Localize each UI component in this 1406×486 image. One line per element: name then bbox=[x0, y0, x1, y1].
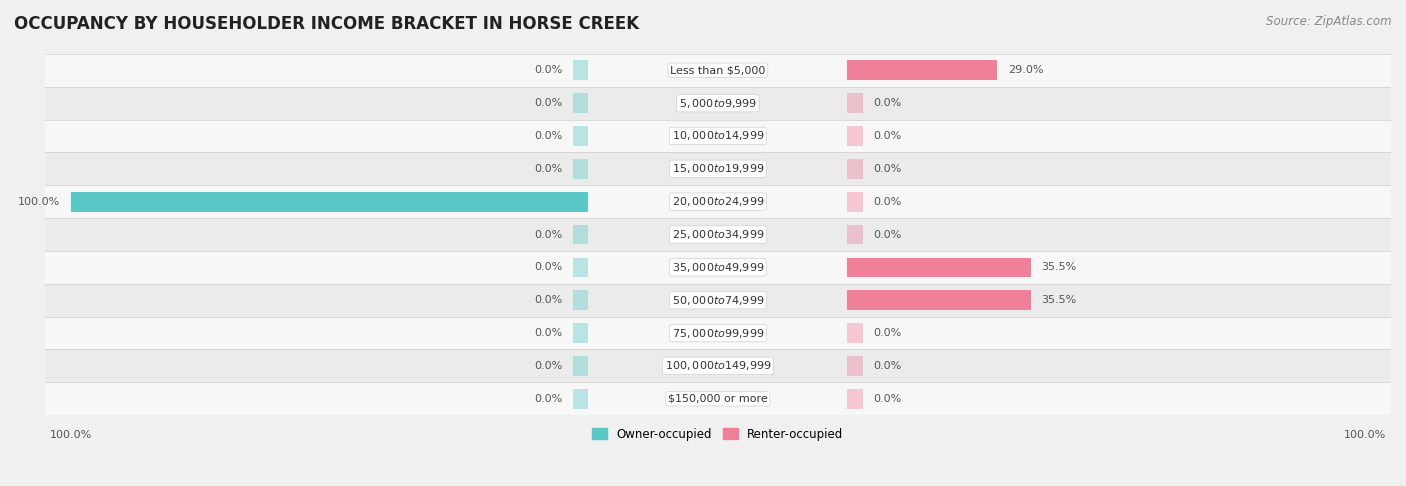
Text: $5,000 to $9,999: $5,000 to $9,999 bbox=[679, 97, 756, 110]
Text: 0.0%: 0.0% bbox=[873, 98, 901, 108]
Text: 0.0%: 0.0% bbox=[534, 65, 562, 75]
Bar bbox=[848, 290, 1031, 310]
Bar bbox=[572, 258, 588, 277]
Text: 0.0%: 0.0% bbox=[534, 361, 562, 371]
Bar bbox=[848, 389, 863, 409]
Text: $150,000 or more: $150,000 or more bbox=[668, 394, 768, 404]
Text: 0.0%: 0.0% bbox=[534, 98, 562, 108]
Bar bbox=[45, 153, 1391, 185]
Bar bbox=[848, 126, 863, 146]
Text: 35.5%: 35.5% bbox=[1042, 262, 1077, 272]
Bar bbox=[848, 60, 997, 80]
Bar bbox=[572, 159, 588, 179]
Text: $15,000 to $19,999: $15,000 to $19,999 bbox=[672, 162, 763, 175]
Text: 29.0%: 29.0% bbox=[1008, 65, 1043, 75]
Bar bbox=[848, 159, 863, 179]
Text: 0.0%: 0.0% bbox=[873, 328, 901, 338]
Bar bbox=[848, 93, 863, 113]
Text: 0.0%: 0.0% bbox=[534, 262, 562, 272]
Bar bbox=[45, 218, 1391, 251]
Bar bbox=[45, 284, 1391, 317]
Bar bbox=[572, 389, 588, 409]
Text: $10,000 to $14,999: $10,000 to $14,999 bbox=[672, 129, 763, 142]
Text: $50,000 to $74,999: $50,000 to $74,999 bbox=[672, 294, 763, 307]
Text: 0.0%: 0.0% bbox=[534, 394, 562, 404]
Bar bbox=[572, 225, 588, 244]
Bar bbox=[45, 317, 1391, 349]
Text: 0.0%: 0.0% bbox=[873, 229, 901, 240]
Text: 0.0%: 0.0% bbox=[873, 197, 901, 207]
Text: 0.0%: 0.0% bbox=[534, 295, 562, 305]
Bar bbox=[45, 382, 1391, 415]
Text: $100,000 to $149,999: $100,000 to $149,999 bbox=[665, 360, 770, 372]
Text: 0.0%: 0.0% bbox=[534, 328, 562, 338]
Text: 100.0%: 100.0% bbox=[49, 430, 93, 440]
Text: 100.0%: 100.0% bbox=[1344, 430, 1386, 440]
Text: 100.0%: 100.0% bbox=[18, 197, 60, 207]
Text: 35.5%: 35.5% bbox=[1042, 295, 1077, 305]
Bar bbox=[572, 93, 588, 113]
Bar bbox=[848, 356, 863, 376]
Text: $75,000 to $99,999: $75,000 to $99,999 bbox=[672, 327, 763, 340]
Bar bbox=[45, 185, 1391, 218]
Text: 0.0%: 0.0% bbox=[534, 131, 562, 141]
Bar bbox=[572, 323, 588, 343]
Text: 0.0%: 0.0% bbox=[534, 229, 562, 240]
Text: $35,000 to $49,999: $35,000 to $49,999 bbox=[672, 261, 763, 274]
Bar bbox=[572, 356, 588, 376]
Bar bbox=[45, 349, 1391, 382]
Bar bbox=[572, 60, 588, 80]
Text: Source: ZipAtlas.com: Source: ZipAtlas.com bbox=[1267, 15, 1392, 28]
Bar bbox=[45, 120, 1391, 153]
Text: 0.0%: 0.0% bbox=[873, 394, 901, 404]
Text: OCCUPANCY BY HOUSEHOLDER INCOME BRACKET IN HORSE CREEK: OCCUPANCY BY HOUSEHOLDER INCOME BRACKET … bbox=[14, 15, 640, 33]
Bar bbox=[848, 323, 863, 343]
Text: $25,000 to $34,999: $25,000 to $34,999 bbox=[672, 228, 763, 241]
Legend: Owner-occupied, Renter-occupied: Owner-occupied, Renter-occupied bbox=[588, 423, 848, 445]
Text: $20,000 to $24,999: $20,000 to $24,999 bbox=[672, 195, 763, 208]
Bar bbox=[848, 225, 863, 244]
Text: 0.0%: 0.0% bbox=[873, 361, 901, 371]
Text: 0.0%: 0.0% bbox=[873, 164, 901, 174]
Bar bbox=[848, 258, 1031, 277]
Bar bbox=[572, 290, 588, 310]
Bar bbox=[45, 87, 1391, 120]
Bar bbox=[45, 251, 1391, 284]
Text: 0.0%: 0.0% bbox=[534, 164, 562, 174]
Bar bbox=[572, 126, 588, 146]
Text: 0.0%: 0.0% bbox=[873, 131, 901, 141]
Bar bbox=[848, 192, 863, 211]
Bar bbox=[45, 54, 1391, 87]
Bar bbox=[70, 192, 588, 211]
Text: Less than $5,000: Less than $5,000 bbox=[671, 65, 765, 75]
